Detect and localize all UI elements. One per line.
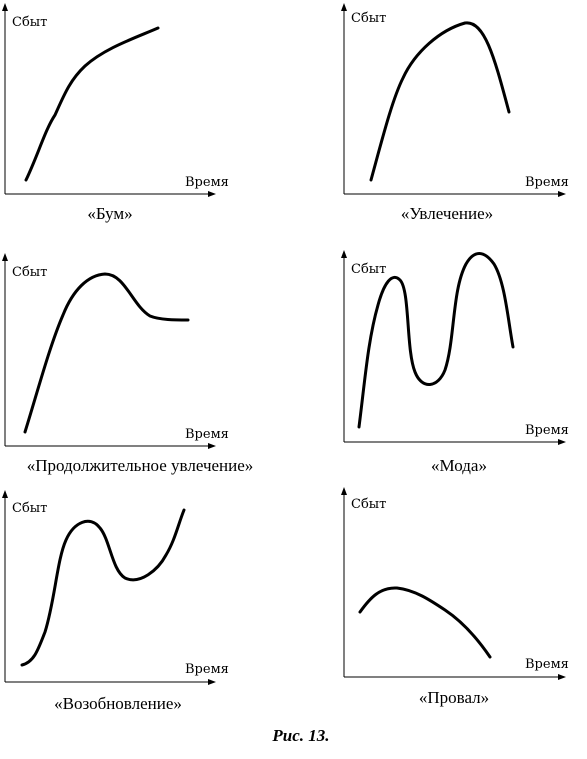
y-axis-arrow [341, 250, 347, 258]
panel-failure: Сбыт Время «Провал» [341, 487, 569, 707]
y-axis-label: Сбыт [12, 15, 47, 30]
x-axis-arrow [558, 674, 566, 680]
sales-curve [20, 508, 186, 667]
x-axis-arrow [208, 443, 216, 449]
x-axis-label: Время [525, 175, 569, 190]
sales-curve [23, 272, 190, 434]
sales-curve [358, 586, 492, 659]
y-axis-label: Сбыт [351, 497, 386, 512]
y-axis-label: Сбыт [351, 262, 386, 277]
x-axis-label: Время [185, 427, 229, 442]
y-axis-arrow [341, 3, 347, 11]
panel-fashion: Сбыт Время «Мода» [341, 250, 569, 475]
y-axis-label: Сбыт [12, 265, 47, 280]
panel-title: «Провал» [419, 688, 489, 707]
x-axis-arrow [558, 191, 566, 197]
y-axis-label: Сбыт [12, 501, 47, 516]
x-axis-arrow [558, 439, 566, 445]
panel-title: «Возобновление» [54, 694, 182, 713]
y-axis-arrow [341, 487, 347, 495]
y-axis-arrow [2, 3, 8, 11]
x-axis-arrow [208, 191, 216, 197]
x-axis-arrow [208, 679, 216, 685]
sales-curve [24, 26, 160, 182]
panel-title: «Бум» [87, 204, 132, 223]
sales-curve [369, 21, 511, 182]
y-axis-arrow [2, 490, 8, 498]
panel-title: «Продолжительное увлечение» [27, 456, 254, 475]
sales-curve [357, 252, 515, 429]
y-axis-label: Сбыт [351, 11, 386, 26]
panel-title: «Увлечение» [401, 204, 493, 223]
panel-boom: Сбыт Время «Бум» [2, 3, 229, 223]
x-axis-label: Время [525, 423, 569, 438]
panel-fad-enthusiasm: Сбыт Время «Увлечение» [341, 3, 569, 223]
panel-title: «Мода» [431, 456, 487, 475]
x-axis-label: Время [185, 662, 229, 677]
panel-long-enthusiasm: Сбыт Время «Продолжительное увлечение» [2, 253, 253, 475]
panel-revival: Сбыт Время «Возобновление» [2, 490, 229, 713]
figure-caption: Рис. 13. [271, 726, 329, 745]
x-axis-label: Время [185, 175, 229, 190]
y-axis-arrow [2, 253, 8, 261]
x-axis-label: Время [525, 657, 569, 672]
